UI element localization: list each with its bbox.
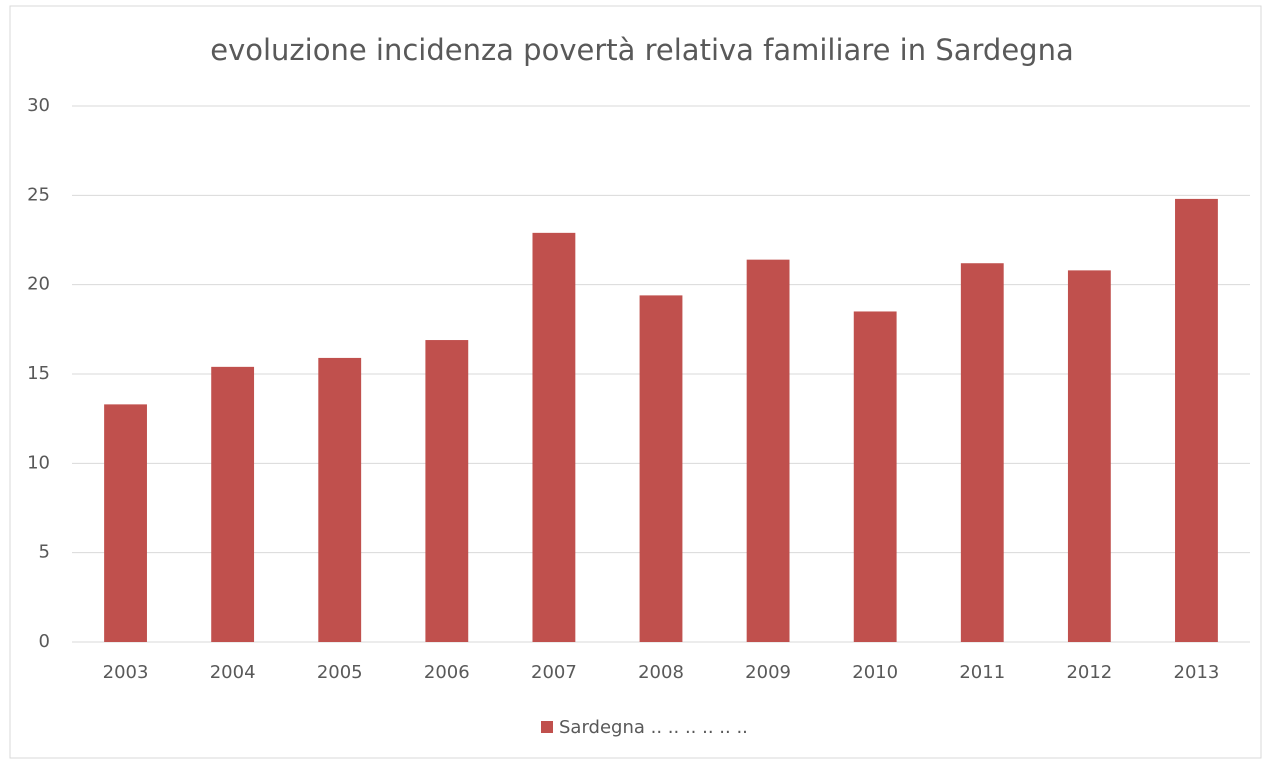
y-tick-label: 0 [39, 631, 50, 652]
bar [853, 311, 897, 642]
x-tick-label: 2009 [745, 662, 791, 683]
bar [1067, 270, 1111, 642]
bar [960, 263, 1004, 642]
x-tick-label: 2004 [210, 662, 256, 683]
bar [318, 357, 362, 642]
bar [1175, 198, 1218, 642]
legend-swatch [541, 721, 553, 733]
y-tick-label: 30 [27, 95, 50, 116]
x-tick-label: 2012 [1066, 662, 1112, 683]
y-tick-label: 20 [27, 274, 50, 295]
bar [639, 295, 683, 642]
x-tick-label: 2013 [1174, 662, 1220, 683]
chart-frame [9, 5, 1262, 759]
y-tick-label: 10 [27, 452, 50, 473]
x-tick-label: 2011 [959, 662, 1005, 683]
chart-title: evoluzione incidenza povertà relativa fa… [210, 33, 1073, 67]
x-tick-label: 2003 [103, 662, 149, 683]
bar [425, 340, 469, 642]
y-tick-label: 5 [39, 542, 50, 563]
x-tick-label: 2007 [531, 662, 577, 683]
x-tick-label: 2005 [317, 662, 363, 683]
y-tick-label: 15 [27, 363, 50, 384]
x-tick-label: 2010 [852, 662, 898, 683]
bar [746, 259, 790, 642]
bar [211, 366, 255, 642]
y-tick-label: 25 [27, 184, 50, 205]
x-tick-label: 2006 [424, 662, 470, 683]
bar [532, 232, 576, 642]
legend-label: Sardegna .. .. .. .. .. .. [559, 717, 748, 738]
bar [104, 404, 147, 642]
x-tick-label: 2008 [638, 662, 684, 683]
